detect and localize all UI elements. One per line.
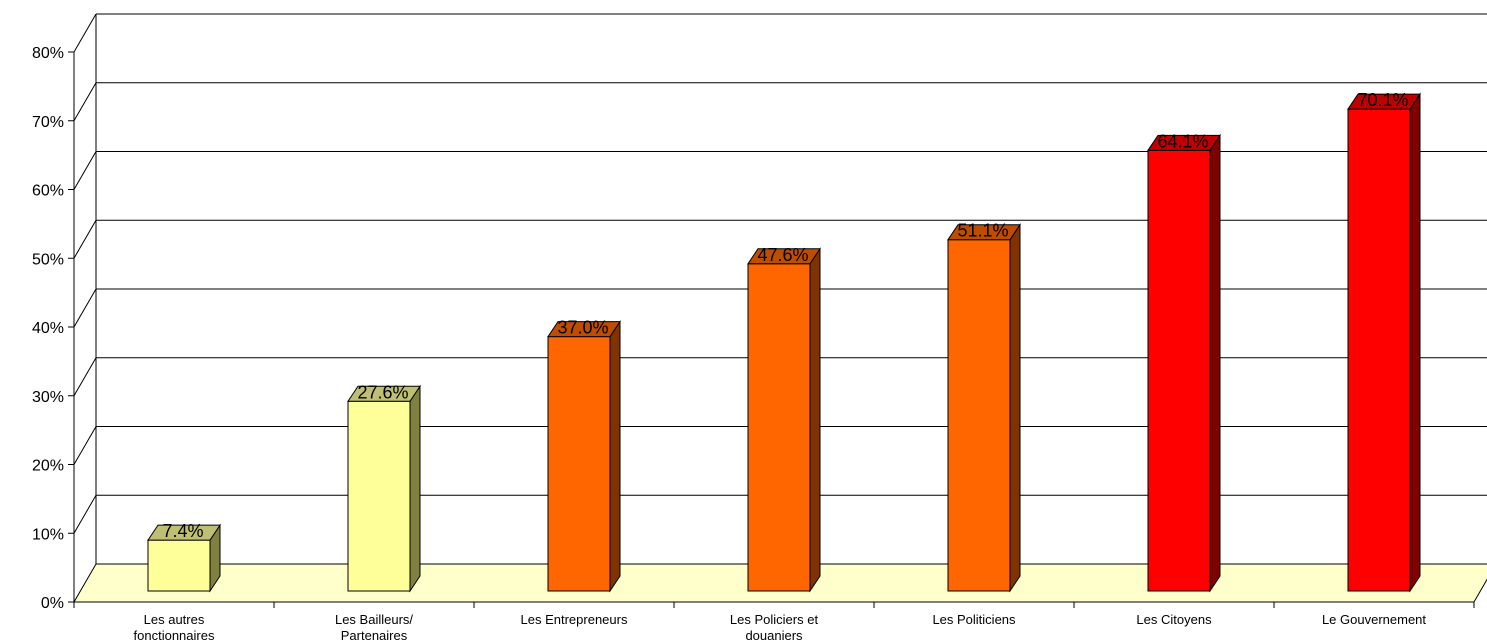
gridline-side	[73, 13, 97, 53]
bar-front	[147, 539, 211, 592]
y-axis: 0% 10% 20% 30% 40% 50% 60% 70% 80%	[32, 45, 75, 612]
data-label: 37.0%	[557, 318, 608, 338]
x-tick-label: Les Entrepreneurs	[521, 612, 628, 627]
data-label: 47.6%	[757, 245, 808, 265]
bar-side	[409, 384, 421, 593]
data-label: 70.1%	[1357, 90, 1408, 110]
bar-top	[1347, 93, 1421, 110]
bar	[1147, 133, 1221, 593]
y-tick-label: 40%	[32, 320, 64, 337]
data-labels: 7.4% 27.6% 37.0% 47.6% 51.1% 64.1% 70.1%	[162, 90, 1408, 541]
x-tick-label: Les Citoyens	[1136, 612, 1212, 627]
data-label: 64.1%	[1157, 131, 1208, 151]
x-tick-label: Les Policiers et douaniers	[730, 612, 819, 643]
bar	[947, 223, 1021, 593]
data-label: 27.6%	[357, 382, 408, 402]
gridlines	[73, 13, 1487, 534]
bar	[1347, 92, 1421, 593]
bar	[547, 319, 621, 593]
bar-front	[1347, 108, 1411, 592]
gridline-side	[73, 219, 97, 259]
bar-front	[547, 336, 611, 592]
y-tick-label: 50%	[32, 251, 64, 268]
bar-top	[947, 224, 1021, 241]
y-tick-label: 60%	[32, 183, 64, 200]
bar-side	[1209, 133, 1221, 593]
bar-side	[1009, 223, 1021, 593]
y-tick-label: 30%	[32, 389, 64, 406]
bar-side	[609, 319, 621, 593]
bar-front	[1147, 149, 1211, 592]
x-axis: Les autres fonctionnaires Les Bailleurs/Pa…	[73, 601, 1475, 643]
gridline-side	[73, 82, 97, 122]
gridline-side	[73, 426, 97, 465]
gridline-side	[73, 494, 97, 534]
bar-side	[1409, 92, 1421, 593]
y-tick-label: 10%	[32, 526, 64, 543]
bar-top	[347, 385, 421, 402]
data-label: 7.4%	[162, 521, 203, 541]
x-tick-label: Le Gouvernement	[1322, 612, 1426, 627]
gridline-side	[73, 288, 97, 328]
y-tick-label: 20%	[32, 458, 64, 475]
bar-side	[809, 247, 821, 593]
x-tick-label: Les autres fonctionnaires	[134, 612, 215, 643]
bar-top	[147, 524, 221, 541]
x-tick-label: Les Politiciens	[932, 612, 1016, 627]
x-tick-label: Les Bailleurs/Partenaires	[335, 612, 413, 643]
bar	[347, 384, 421, 593]
data-label: 51.1%	[957, 221, 1008, 241]
bar-top	[1147, 134, 1221, 151]
bar	[147, 523, 221, 593]
y-tick-label: 70%	[32, 114, 64, 131]
bar-front	[747, 263, 811, 592]
gridline-side	[73, 357, 97, 397]
y-tick-label: 0%	[41, 595, 64, 612]
bar-top	[747, 248, 821, 265]
bar	[747, 247, 821, 593]
bar-front	[347, 400, 411, 592]
bar-front	[947, 239, 1011, 592]
y-tick-label: 80%	[32, 45, 64, 62]
bar-top	[547, 321, 621, 338]
gridline-side	[73, 151, 97, 190]
bars	[147, 92, 1421, 593]
